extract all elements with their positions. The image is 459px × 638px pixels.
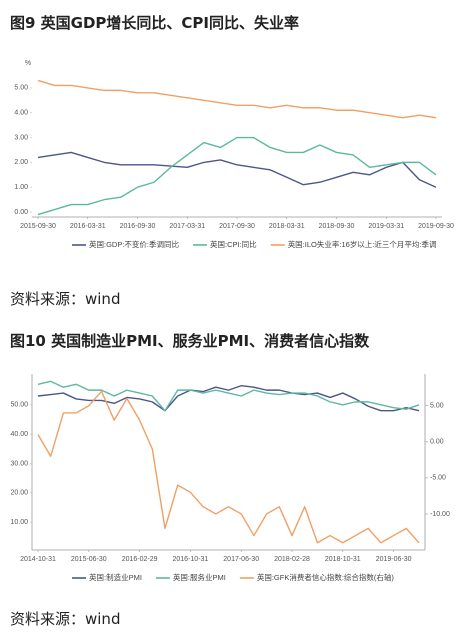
series-line: [37, 136, 437, 216]
y-tick-label: 10.00: [10, 519, 28, 526]
legend-label: 英国:GDP:不变价:季调同比: [89, 239, 180, 249]
y-tick-label: 1.00: [14, 184, 28, 191]
y-tick-label: 5.00: [14, 85, 28, 92]
x-tick-label: 2015-09-30: [20, 223, 56, 230]
x-tick-label: 2018-09-30: [319, 223, 355, 230]
x-tick-label: 2017-09-30: [219, 223, 255, 230]
y-tick-label: 30.00: [10, 460, 28, 467]
series-line: [37, 151, 437, 188]
legend-label: 英国:ILO失业率:16岁以上:近三个月平均:季调: [288, 239, 437, 249]
chart-title: 图9 英国GDP增长同比、CPI同比、失业率: [10, 14, 300, 32]
x-tick-label: 2019-03-31: [368, 223, 404, 230]
y2-tick-label: -5.00: [430, 475, 446, 482]
legend-label: 英国:GFK消费者信心指数:综合指数(右轴): [257, 572, 395, 582]
y-tick-label: 50.00: [10, 402, 28, 409]
y2-tick-label: 5.00: [430, 403, 444, 410]
x-tick-label: 2018-02-28: [274, 556, 310, 563]
x-tick-label: 2016-02-29: [122, 556, 158, 563]
x-tick-label: 2018-03-31: [269, 223, 305, 230]
y-tick-label: 0.00: [14, 209, 28, 216]
x-tick-label: 2017-06-30: [223, 556, 259, 563]
source-note: 资料来源：wind: [10, 610, 121, 628]
series-line: [37, 79, 437, 119]
y-tick-label: 4.00: [14, 110, 28, 117]
x-tick-label: 2019-09-30: [418, 223, 454, 230]
legend-label: 英国:制造业PMI: [89, 572, 142, 582]
chart: 10.00 20.00 30.00 40.00 50.00 5.00 0.00 -5.00 -1…: [10, 374, 450, 582]
y-tick-label: 20.00: [10, 490, 28, 497]
series-line: [37, 385, 420, 412]
x-tick-label: 2017-03-31: [169, 223, 205, 230]
y2-tick-label: 0.00: [430, 439, 444, 446]
y2-tick-label: -10.00: [430, 511, 450, 518]
x-tick-label: 2018-10-31: [325, 556, 361, 563]
source-note: 资料来源：wind: [10, 290, 121, 308]
chart-title: 图10 英国制造业PMI、服务业PMI、消费者信心指数: [10, 332, 370, 350]
y-axis-label: %: [25, 60, 31, 67]
x-tick-label: 2014-10-31: [20, 556, 56, 563]
x-tick-label: 2016-09-30: [120, 223, 156, 230]
x-tick-label: 2019-06-30: [376, 556, 412, 563]
series-line: [37, 380, 420, 412]
series-line: [37, 390, 420, 544]
y-tick-label: 2.00: [14, 159, 28, 166]
x-tick-label: 2015-06-30: [71, 556, 107, 563]
x-tick-label: 2016-03-31: [70, 223, 106, 230]
legend-label: 英国:CPI:同比: [210, 239, 257, 249]
x-tick-label: 2016-10-31: [172, 556, 208, 563]
y-tick-label: 3.00: [14, 134, 28, 141]
legend-label: 英国:服务业PMI: [173, 572, 226, 582]
chart: % 0.00 1.00 2.00 3.00 4.00 5.00 2015-09-30 2016-…: [14, 60, 454, 249]
y-tick-label: 40.00: [10, 431, 28, 438]
